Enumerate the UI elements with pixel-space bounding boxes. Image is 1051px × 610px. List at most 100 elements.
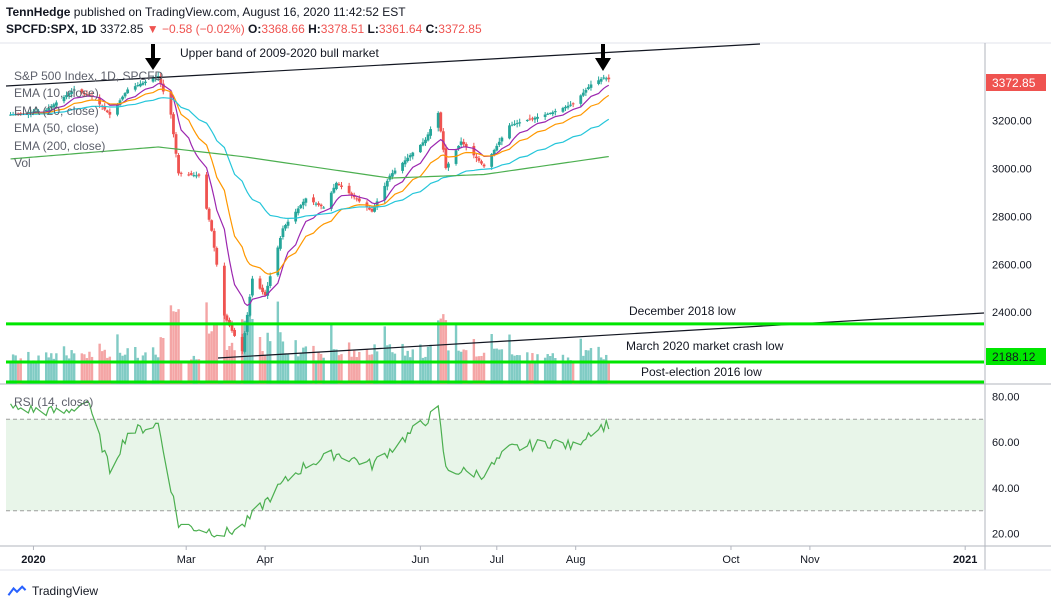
legend-ema-50[interactable]: EMA (50, close) — [14, 121, 99, 135]
volume-bar — [228, 346, 231, 384]
candle-body — [385, 180, 389, 187]
legend-ema-20[interactable]: EMA (20, close) — [14, 104, 99, 118]
volume-bar — [312, 345, 315, 384]
volume-bar — [27, 351, 30, 384]
volume-bar — [411, 349, 414, 384]
volume-bar — [106, 357, 109, 384]
candle-body — [65, 95, 68, 98]
candle-body — [161, 83, 165, 92]
volume-bar — [276, 301, 280, 384]
volume-bar — [477, 356, 481, 384]
candle-body — [278, 237, 282, 249]
volume-bar — [457, 350, 460, 384]
volume-bar — [403, 355, 407, 384]
candle-body — [187, 174, 191, 176]
candle-body — [462, 141, 466, 145]
volume-bar — [65, 355, 68, 384]
volume-bar — [177, 309, 180, 384]
candle-body — [240, 336, 244, 352]
volume-bar — [482, 352, 486, 384]
candles — [9, 72, 611, 354]
candle-body — [123, 93, 127, 97]
legend-title[interactable]: S&P 500 Index, 1D, SPCFD — [14, 69, 164, 83]
legend-rsi[interactable]: RSI (14, close) — [14, 395, 94, 409]
candle-body — [172, 114, 175, 135]
volume-bar — [350, 356, 353, 384]
candle-body — [347, 185, 351, 194]
volume-bar — [546, 354, 549, 384]
volume-bar — [19, 358, 22, 384]
volume-bar — [103, 349, 106, 384]
candle-body — [426, 134, 430, 141]
candle-body — [314, 203, 318, 205]
tradingview-logo[interactable]: TradingView — [6, 584, 98, 598]
candle-body — [411, 152, 415, 157]
candle-body — [357, 198, 361, 202]
close-value: 3372.85 — [438, 22, 482, 36]
candle-body — [301, 201, 305, 206]
volume-bar — [302, 347, 305, 384]
volume-bar — [319, 353, 323, 384]
candle-body — [564, 106, 567, 109]
volume-bar — [80, 353, 84, 384]
volume-bar — [248, 315, 252, 384]
price-tick-label: 3000.00 — [992, 164, 1032, 176]
candle-body — [126, 89, 130, 94]
candle-body — [281, 228, 285, 238]
candle-body — [222, 265, 226, 316]
volume-bar — [439, 318, 442, 384]
volume-bar — [549, 356, 552, 384]
volume-bar — [475, 356, 478, 384]
volume-bar — [279, 332, 282, 384]
volume-bar — [141, 355, 145, 384]
volume-bar — [597, 346, 600, 384]
price-axis[interactable]: 3200.00 3000.00 2800.00 2600.00 2400.00 — [992, 116, 1032, 320]
volume-bar — [605, 354, 608, 384]
time-axis[interactable]: 2020 Mar Apr Jun Jul Aug Oct Nov 2021 — [21, 546, 977, 566]
author-name[interactable]: TennHedge — [6, 5, 71, 19]
volume-bar — [426, 346, 430, 384]
candle-body — [454, 150, 458, 164]
volume-bar — [37, 355, 40, 384]
volume-bar — [495, 348, 498, 384]
candle-body — [207, 208, 211, 220]
candle-body — [475, 156, 478, 159]
lower-trendline[interactable] — [217, 312, 985, 359]
volume-bar — [337, 355, 341, 384]
ema-20-line — [10, 88, 610, 275]
candle-body — [319, 204, 323, 207]
legend-vol[interactable]: Vol — [14, 156, 31, 170]
volume-bar — [383, 326, 386, 384]
candle-body — [441, 131, 445, 150]
candle-body — [607, 77, 611, 80]
volume-bar — [225, 349, 229, 384]
volume-bar — [197, 359, 201, 384]
rsi-line — [10, 400, 610, 538]
candle-body — [215, 247, 219, 265]
upper-band-trendline[interactable] — [5, 43, 761, 87]
volume-bar — [116, 334, 119, 384]
volume-bar — [480, 355, 483, 384]
volume-bar — [526, 352, 529, 384]
rsi-tick-label: 40.00 — [992, 483, 1020, 495]
volume-bar — [172, 311, 175, 384]
annotation-mar-2020[interactable]: March 2020 market crash low — [626, 339, 784, 353]
volume-bar — [373, 344, 376, 384]
volume-bar — [139, 360, 142, 384]
annotation-post-election[interactable]: Post-election 2016 low — [641, 365, 762, 379]
volume-bar — [508, 334, 511, 384]
candle-body — [67, 93, 71, 96]
support-price-label: 2188.12 — [992, 350, 1036, 364]
ema-200-line — [10, 146, 609, 179]
candle-body — [317, 203, 320, 205]
rsi-axis[interactable]: 80.00 60.00 40.00 20.00 — [992, 391, 1020, 540]
time-tick-label: Mar — [177, 554, 196, 566]
volume-bar — [447, 350, 450, 384]
legend-ema-10[interactable]: EMA (10, close) — [14, 86, 99, 100]
candle-body — [482, 164, 486, 167]
legend-ema-200[interactable]: EMA (200, close) — [14, 139, 106, 153]
annotation-dec-2018[interactable]: December 2018 low — [629, 304, 736, 318]
annotation-upper-band[interactable]: Upper band of 2009-2020 bull market — [180, 46, 379, 60]
ema-10-line — [10, 83, 610, 307]
